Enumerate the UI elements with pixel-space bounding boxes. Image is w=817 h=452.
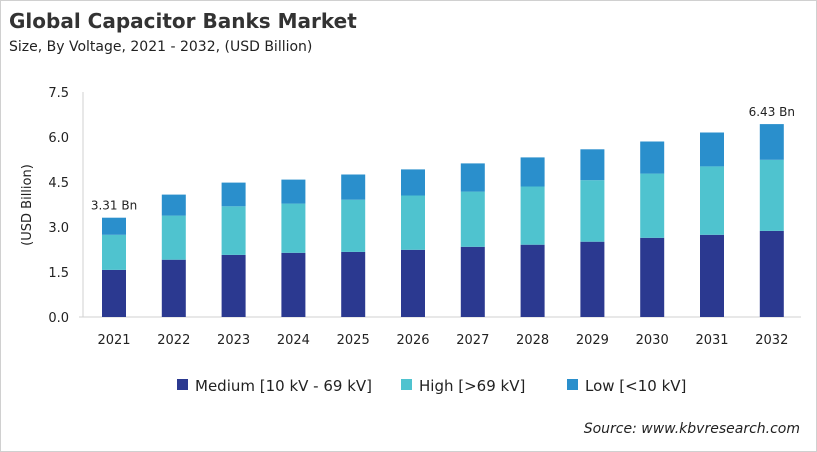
bar-medium-2022: [161, 259, 186, 317]
bar-low-2025: [341, 174, 366, 200]
bar-high-2032: [759, 159, 784, 231]
x-tick-label: 2031: [695, 333, 728, 348]
y-tick-label: 4.5: [48, 176, 69, 191]
y-axis-title: (USD Billion): [20, 164, 35, 246]
x-tick-label: 2024: [277, 333, 310, 348]
x-tick-label: 2025: [337, 333, 370, 348]
chart-title: Global Capacitor Banks Market: [9, 9, 357, 33]
x-tick-label: 2032: [755, 333, 788, 348]
bar-high-2026: [401, 195, 425, 250]
x-tick-label: 2021: [97, 333, 130, 348]
bar-high-2030: [640, 173, 665, 238]
bar-low-2027: [460, 163, 485, 192]
bar-medium-2021: [102, 269, 126, 317]
y-tick-label: 3.0: [48, 221, 69, 236]
legend-label: Medium [10 kV - 69 kV]: [195, 377, 372, 395]
y-tick-label: 7.5: [48, 86, 69, 101]
x-tick-label: 2027: [456, 333, 489, 348]
bar-high-2024: [281, 203, 306, 253]
bar-low-2026: [401, 169, 425, 196]
x-tick-label: 2026: [396, 333, 429, 348]
x-tick-label: 2029: [576, 333, 609, 348]
y-tick-label: 0.0: [48, 311, 69, 326]
bar-low-2029: [580, 149, 605, 181]
bar-medium-2029: [580, 241, 605, 317]
bar-high-2027: [460, 191, 485, 247]
y-tick-label: 1.5: [48, 266, 69, 281]
x-tick-label: 2022: [157, 333, 190, 348]
bar-low-2022: [161, 194, 186, 216]
bar-high-2022: [161, 215, 186, 260]
y-tick-label: 6.0: [48, 131, 69, 146]
bar-medium-2025: [341, 251, 366, 317]
legend-label: High [>69 kV]: [419, 377, 525, 395]
bar-medium-2026: [401, 249, 425, 317]
bar-low-2024: [281, 179, 306, 204]
bar-low-2032: [759, 124, 784, 160]
bar-medium-2032: [759, 230, 784, 317]
source-note: Source: www.kbvresearch.com: [583, 421, 800, 437]
x-tick-label: 2030: [636, 333, 669, 348]
bar-medium-2031: [700, 234, 724, 317]
bar-medium-2024: [281, 252, 306, 317]
bar-high-2029: [580, 180, 605, 242]
x-tick-label: 2023: [217, 333, 250, 348]
bar-low-2028: [520, 157, 545, 187]
bar-low-2021: [102, 217, 126, 235]
legend-swatch: [401, 379, 412, 390]
data-label: 6.43 Bn: [749, 105, 795, 119]
bar-low-2023: [221, 182, 246, 207]
data-label: 3.31 Bn: [91, 199, 137, 213]
bar-medium-2028: [520, 244, 545, 317]
bar-low-2031: [700, 132, 724, 167]
chart-subtitle: Size, By Voltage, 2021 - 2032, (USD Bill…: [9, 39, 313, 55]
legend-swatch: [567, 379, 578, 390]
bar-low-2030: [640, 141, 665, 174]
bar-medium-2030: [640, 237, 665, 317]
bar-high-2021: [102, 234, 126, 270]
legend-label: Low [<10 kV]: [585, 377, 686, 395]
bar-high-2031: [700, 166, 724, 235]
bar-high-2023: [221, 206, 246, 255]
bar-medium-2023: [221, 254, 246, 317]
legend-swatch: [177, 379, 188, 390]
x-tick-label: 2028: [516, 333, 549, 348]
bar-medium-2027: [460, 246, 485, 317]
bar-high-2025: [341, 199, 366, 252]
bar-high-2028: [520, 186, 545, 245]
